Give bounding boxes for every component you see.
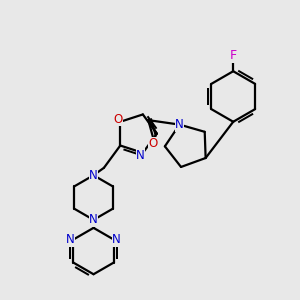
Text: F: F	[230, 49, 237, 62]
Text: N: N	[66, 233, 75, 246]
Text: N: N	[136, 149, 145, 162]
Text: N: N	[112, 233, 121, 246]
Text: O: O	[113, 113, 122, 126]
Text: N: N	[89, 213, 98, 226]
Text: N: N	[175, 118, 184, 131]
Text: N: N	[89, 169, 98, 182]
Text: O: O	[148, 137, 158, 150]
